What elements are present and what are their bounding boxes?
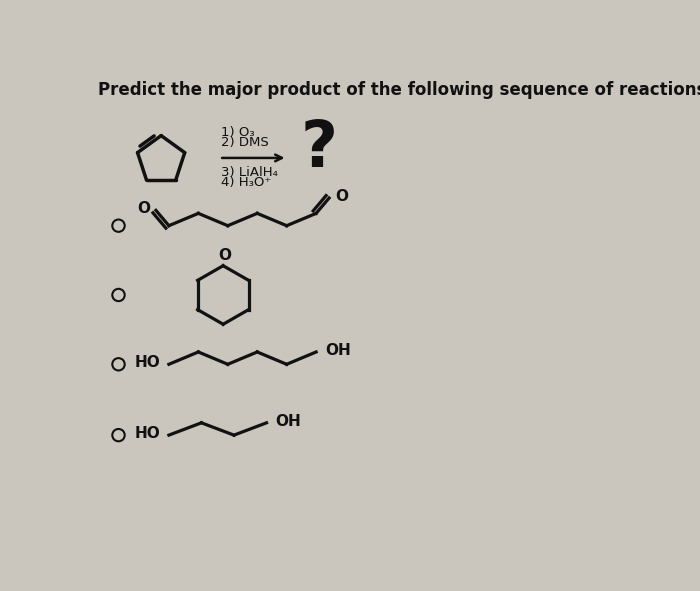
Text: 2) DMS: 2) DMS [220,136,269,149]
Text: 1) O₃: 1) O₃ [220,126,254,139]
Text: HO: HO [134,426,160,441]
Text: O: O [335,189,348,204]
Text: OH: OH [275,414,301,428]
Text: O: O [137,202,150,216]
Text: O: O [218,248,231,263]
Text: ?: ? [300,118,337,180]
Text: OH: OH [325,343,351,358]
Text: 3) LiAlH₄: 3) LiAlH₄ [220,167,278,180]
Text: Predict the major product of the following sequence of reactions.: Predict the major product of the followi… [98,81,700,99]
Text: 4) H₃O⁺: 4) H₃O⁺ [220,176,271,189]
Text: HO: HO [134,355,160,370]
